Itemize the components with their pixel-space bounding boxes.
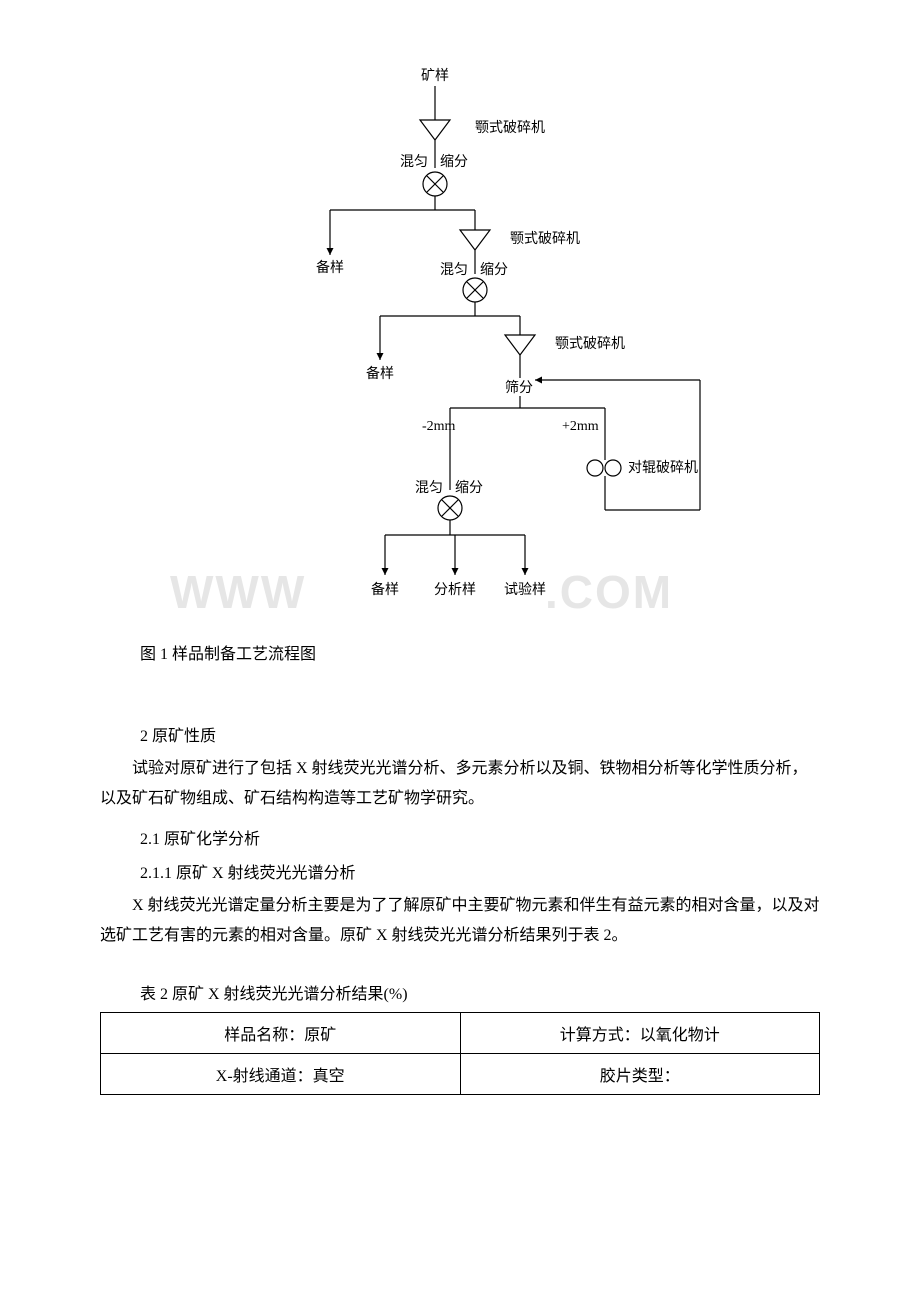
flowchart: 矿样 颚式破碎机 混匀 缩分 备样 [200, 60, 720, 620]
node-sample2: 备样 [366, 365, 394, 382]
node-crusher1: 颚式破碎机 [475, 120, 545, 136]
node-rollcrusher: 对辊破碎机 [628, 460, 698, 476]
heading-2-1: 2.1 原矿化学分析 [140, 825, 820, 849]
node-out-sample: 备样 [371, 581, 399, 598]
table-cell: X-射线通道：真空 [101, 1053, 461, 1094]
node-out-analysis: 分析样 [434, 582, 476, 598]
node-mix2-l: 混匀 [440, 262, 468, 278]
node-mix3-r: 缩分 [455, 480, 483, 496]
node-start: 矿样 [421, 68, 449, 84]
table-row: X-射线通道：真空 胶片类型： [101, 1053, 820, 1094]
node-plus2mm: +2mm [562, 419, 599, 434]
node-mix1-r: 缩分 [440, 154, 468, 170]
para-s2-body: 试验对原矿进行了包括 X 射线荧光光谱分析、多元素分析以及铜、铁物相分析等化学性… [100, 754, 820, 815]
table-cell: 样品名称：原矿 [101, 1012, 461, 1053]
node-mix2-r: 缩分 [480, 262, 508, 278]
node-crusher3: 颚式破碎机 [555, 336, 625, 352]
table-row: 样品名称：原矿 计算方式：以氧化物计 [101, 1012, 820, 1053]
para-s211-body: X 射线荧光光谱定量分析主要是为了了解原矿中主要矿物元素和伴生有益元素的相对含量… [100, 891, 820, 952]
node-minus2mm: -2mm [422, 419, 456, 434]
node-mix1-l: 混匀 [400, 154, 428, 170]
node-crusher2: 颚式破碎机 [510, 231, 580, 247]
heading-2: 2 原矿性质 [140, 722, 820, 746]
node-sample1: 备样 [316, 259, 344, 276]
table-cell: 计算方式：以氧化物计 [460, 1012, 820, 1053]
figure1-caption: 图 1 样品制备工艺流程图 [140, 640, 820, 664]
table2-caption: 表 2 原矿 X 射线荧光光谱分析结果(%) [140, 980, 820, 1004]
node-mix3-l: 混匀 [415, 480, 443, 496]
node-out-test: 试验样 [504, 582, 546, 598]
table-cell: 胶片类型： [460, 1053, 820, 1094]
table2: 样品名称：原矿 计算方式：以氧化物计 X-射线通道：真空 胶片类型： [100, 1012, 820, 1095]
node-sieve: 筛分 [505, 380, 533, 396]
heading-2-1-1: 2.1.1 原矿 X 射线荧光光谱分析 [140, 859, 820, 883]
